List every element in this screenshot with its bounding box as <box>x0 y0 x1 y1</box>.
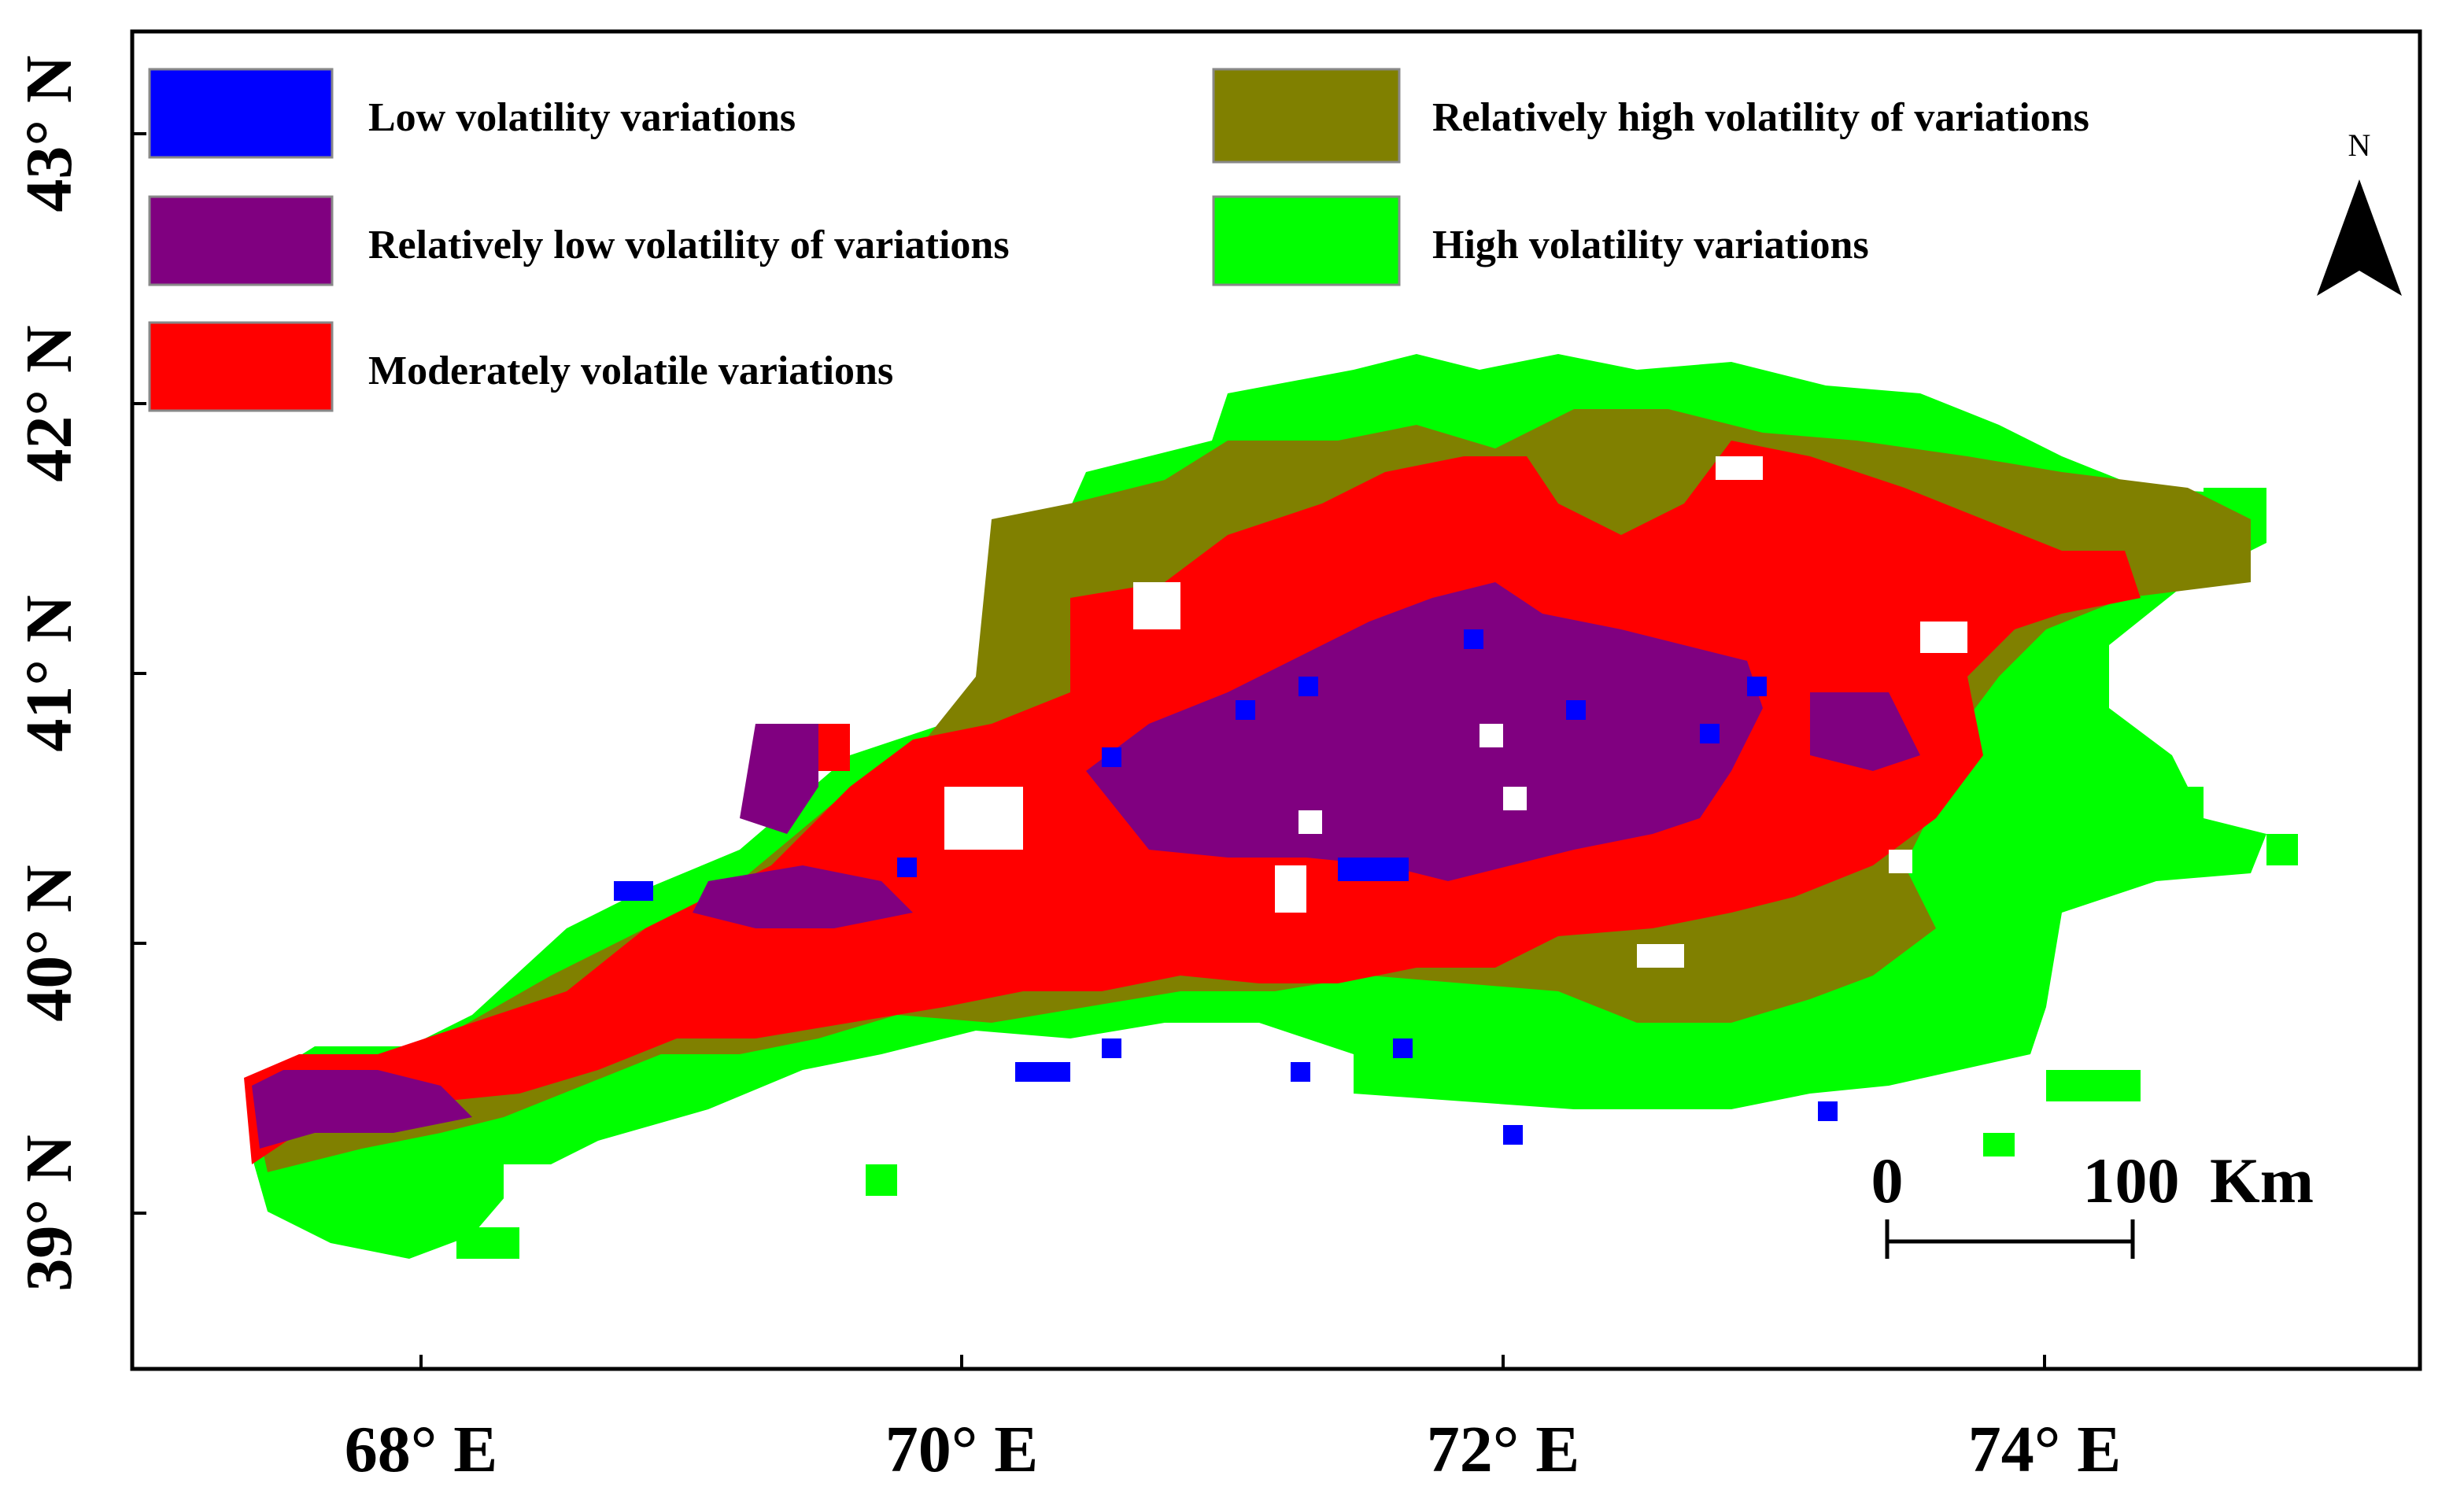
legend-label-high: High volatility variations <box>1432 223 1869 267</box>
map-raster <box>244 354 2298 1259</box>
legend-item-relatively-high: Relatively high volatility of variations <box>1212 68 2089 164</box>
longitude-axis: 68° E 70° E 72° E 74° E <box>345 1355 2122 1486</box>
region-relatively-low-volatility <box>252 582 1920 1149</box>
lon-label-70: 70° E <box>885 1413 1039 1486</box>
legend-swatch-moderate <box>148 321 334 412</box>
latitude-axis: 43° N 42° N 41° N 40° N 39° N <box>13 55 146 1292</box>
map-frame <box>130 29 2422 1371</box>
lat-label-41: 41° N <box>13 595 86 751</box>
legend-item-relatively-low: Relatively low volatility of variations <box>148 195 1010 286</box>
legend-swatch-low <box>148 68 334 159</box>
legend-swatch-high <box>1212 195 1401 286</box>
lat-label-40: 40° N <box>13 865 86 1021</box>
scale-start-label: 0 <box>1871 1145 1904 1216</box>
north-label: N <box>2348 127 2371 163</box>
legend-label-relatively-high: Relatively high volatility of variations <box>1432 95 2089 140</box>
legend-label-relatively-low: Relatively low volatility of variations <box>368 223 1010 267</box>
region-low-volatility <box>614 629 1838 1145</box>
lat-label-39: 39° N <box>13 1134 86 1291</box>
scale-unit-label: Km <box>2210 1145 2314 1216</box>
lon-label-74: 74° E <box>1968 1413 2122 1486</box>
legend-swatch-relatively-low <box>148 195 334 286</box>
lon-label-72: 72° E <box>1427 1413 1580 1486</box>
lat-label-43: 43° N <box>13 55 86 212</box>
legend-label-low: Low volatility variations <box>368 95 796 140</box>
north-arrow-icon <box>2317 179 2402 296</box>
lon-label-68: 68° E <box>345 1413 498 1486</box>
legend: Low volatility variations Relatively low… <box>148 68 2089 412</box>
legend-swatch-relatively-high <box>1212 68 1401 164</box>
legend-label-moderate: Moderately volatile variations <box>368 349 893 393</box>
lat-label-42: 42° N <box>13 325 86 481</box>
north-arrow: N <box>2317 127 2402 296</box>
legend-item-high: High volatility variations <box>1212 195 1869 286</box>
legend-item-moderate: Moderately volatile variations <box>148 321 893 412</box>
map-gaps <box>504 456 1967 1212</box>
legend-item-low: Low volatility variations <box>148 68 796 159</box>
scale-bar: 0 100 Km <box>1871 1145 2314 1259</box>
scale-end-label: 100 <box>2083 1145 2180 1216</box>
